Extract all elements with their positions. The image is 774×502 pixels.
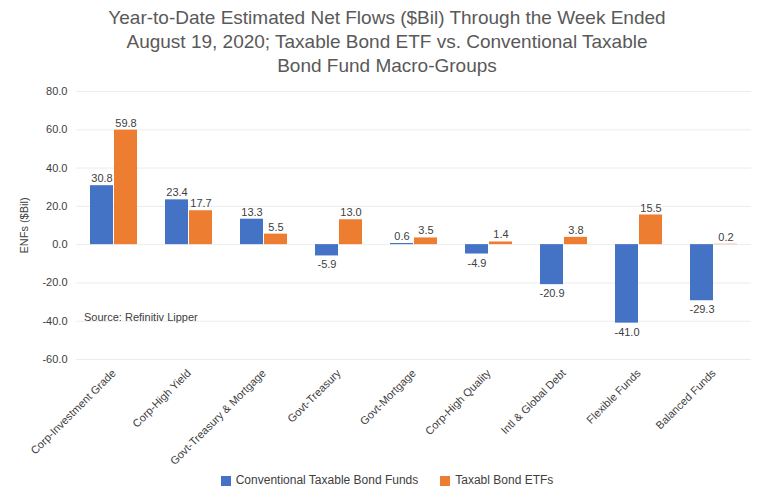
svg-text:0.2: 0.2 [718, 231, 733, 243]
html-text:Source: Refinitiv Lipper: Source: Refinitiv Lipper [84, 311, 198, 324]
svg-text:20.0: 20.0 [46, 200, 67, 212]
svg-text:Flexible Funds: Flexible Funds [584, 367, 643, 426]
html-text:Taxabl Bond ETFs: Taxabl Bond ETFs [455, 473, 554, 488]
svg-text:Balanced Funds: Balanced Funds [653, 367, 718, 432]
svg-text:Govt-Treasury & Mortgage: Govt-Treasury & Mortgage [168, 367, 268, 467]
svg-text:-60.0: -60.0 [42, 353, 67, 365]
svg-text:Intl & Global Debt: Intl & Global Debt [498, 367, 567, 436]
svg-text:5.5: 5.5 [268, 221, 283, 233]
svg-text:0.6: 0.6 [394, 230, 409, 242]
svg-text:Corp-High Quality: Corp-High Quality [423, 367, 494, 438]
svg-text:-29.3: -29.3 [689, 304, 714, 316]
svg-text:Govt-Treasury: Govt-Treasury [285, 367, 343, 425]
svg-text:40.0: 40.0 [46, 162, 67, 174]
svg-text:-40.0: -40.0 [42, 315, 67, 327]
svg-text:ENFs ($Bil): ENFs ($Bil) [18, 198, 30, 254]
svg-text:-5.9: -5.9 [318, 259, 337, 271]
html-text:Conventional Taxable Bond Fund: Conventional Taxable Bond Funds [235, 473, 419, 488]
svg-text:0.0: 0.0 [52, 238, 67, 250]
svg-text:Govt-Mortgage: Govt-Mortgage [358, 367, 418, 427]
svg-text:60.0: 60.0 [46, 124, 67, 136]
svg-text:59.8: 59.8 [115, 117, 136, 129]
svg-text:80.0: 80.0 [46, 85, 67, 97]
svg-text:-20.0: -20.0 [42, 277, 67, 289]
svg-text:23.4: 23.4 [166, 187, 187, 199]
html-text:Year-to-Date Estimated Net Flo: Year-to-Date Estimated Net Flows ($Bil) … [108, 7, 666, 76]
svg-text:30.8: 30.8 [91, 172, 112, 184]
svg-text:1.4: 1.4 [493, 229, 508, 241]
svg-text:17.7: 17.7 [190, 198, 211, 210]
svg-text:-41.0: -41.0 [614, 326, 639, 338]
svg-text:-20.9: -20.9 [539, 287, 564, 299]
svg-text:Corp-Investment Grade: Corp-Investment Grade [28, 367, 118, 457]
svg-text:3.8: 3.8 [568, 224, 583, 236]
svg-text:15.5: 15.5 [640, 202, 661, 214]
svg-text:13.3: 13.3 [241, 206, 262, 218]
svg-text:3.5: 3.5 [418, 225, 433, 237]
svg-text:Corp-High Yield: Corp-High Yield [130, 367, 193, 430]
svg-text:-4.9: -4.9 [468, 257, 487, 269]
svg-text:13.0: 13.0 [340, 207, 361, 219]
